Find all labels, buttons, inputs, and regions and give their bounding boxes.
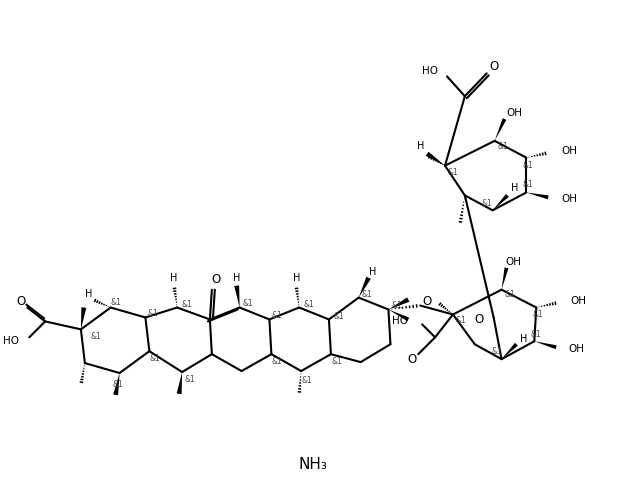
Polygon shape <box>534 341 557 349</box>
Text: &1: &1 <box>150 354 161 363</box>
Text: &1: &1 <box>185 375 195 385</box>
Text: H: H <box>417 141 424 151</box>
Text: &1: &1 <box>272 311 283 320</box>
Text: &1: &1 <box>182 300 192 309</box>
Text: O: O <box>489 60 498 73</box>
Polygon shape <box>389 310 409 321</box>
Text: H: H <box>293 273 300 283</box>
Text: H: H <box>520 334 527 344</box>
Polygon shape <box>234 285 240 308</box>
Text: HO: HO <box>392 317 408 327</box>
Text: H: H <box>85 289 92 299</box>
Text: &1: &1 <box>504 290 515 299</box>
Text: O: O <box>422 295 432 308</box>
Text: &1: &1 <box>148 309 158 318</box>
Text: H: H <box>170 273 178 283</box>
Polygon shape <box>492 194 509 210</box>
Text: OH: OH <box>507 108 522 118</box>
Text: OH: OH <box>570 296 586 306</box>
Text: &1: &1 <box>110 298 121 307</box>
Text: O: O <box>474 313 484 326</box>
Text: O: O <box>407 353 417 366</box>
Polygon shape <box>426 152 445 166</box>
Polygon shape <box>359 277 371 298</box>
Text: &1: &1 <box>242 299 253 308</box>
Polygon shape <box>113 373 120 395</box>
Polygon shape <box>81 307 86 330</box>
Text: &1: &1 <box>481 199 492 208</box>
Text: &1: &1 <box>523 161 534 170</box>
Text: &1: &1 <box>531 330 542 339</box>
Text: OH: OH <box>568 344 584 354</box>
Text: &1: &1 <box>333 312 344 321</box>
Text: H: H <box>369 267 376 277</box>
Polygon shape <box>502 343 518 359</box>
Polygon shape <box>389 297 409 310</box>
Text: &1: &1 <box>491 347 502 356</box>
Text: HO: HO <box>3 336 19 346</box>
Text: H: H <box>233 273 240 283</box>
Text: &1: &1 <box>90 332 101 341</box>
Polygon shape <box>502 267 509 290</box>
Text: &1: &1 <box>447 168 459 177</box>
Text: &1: &1 <box>497 142 508 151</box>
Text: OH: OH <box>561 194 577 204</box>
Text: &1: &1 <box>112 380 123 390</box>
Text: O: O <box>17 295 26 308</box>
Text: NH₃: NH₃ <box>299 457 328 472</box>
Polygon shape <box>527 192 548 199</box>
Text: OH: OH <box>561 146 577 156</box>
Text: &1: &1 <box>272 357 283 366</box>
Text: &1: &1 <box>304 300 314 309</box>
Text: &1: &1 <box>361 290 372 299</box>
Text: &1: &1 <box>391 301 402 310</box>
Text: HO: HO <box>422 67 438 77</box>
Text: &1: &1 <box>331 357 342 366</box>
Text: &1: &1 <box>302 376 313 386</box>
Polygon shape <box>177 372 182 394</box>
Text: &1: &1 <box>533 310 544 319</box>
Text: H: H <box>511 183 518 193</box>
Text: O: O <box>211 273 220 286</box>
Text: &1: &1 <box>456 316 466 325</box>
Polygon shape <box>495 118 506 141</box>
Text: &1: &1 <box>523 180 534 189</box>
Text: OH: OH <box>505 257 522 267</box>
